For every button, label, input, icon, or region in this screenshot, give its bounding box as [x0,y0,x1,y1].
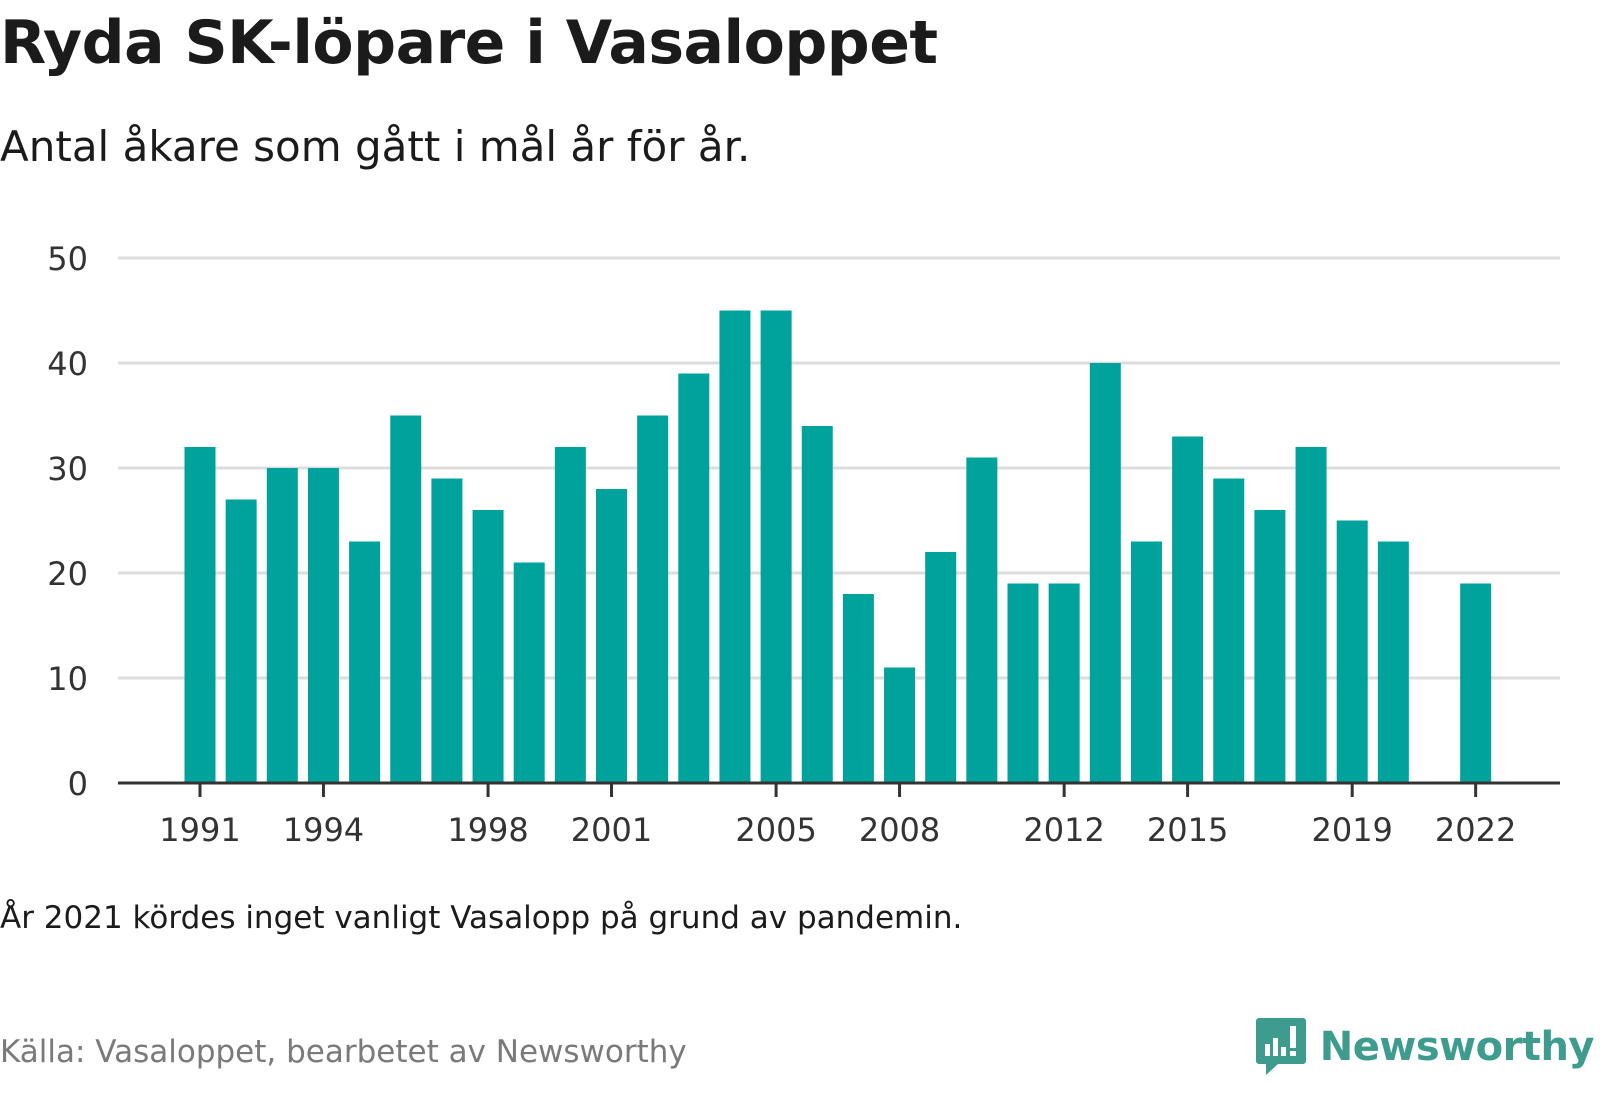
chart-subtitle: Antal åkare som gått i mål år för år. [0,122,751,171]
y-tick-label: 20 [47,555,88,593]
bar-2006 [801,426,833,783]
y-tick-label: 40 [47,345,88,383]
x-tick-label: 2012 [1023,811,1104,849]
x-tick-label: 1991 [159,811,240,849]
bar-2000 [554,447,586,783]
bar-1992 [225,499,257,783]
bars [184,310,1492,783]
bar-2014 [1130,541,1162,783]
y-tick-label: 50 [47,240,88,278]
bar-1995 [349,541,381,783]
bar-2022 [1460,583,1492,783]
bar-2019 [1336,520,1368,783]
x-tick-label: 2015 [1147,811,1228,849]
bar-2004 [719,310,751,783]
bar-1994 [307,468,339,783]
bar-1999 [513,562,545,783]
bar-2010 [966,457,998,783]
x-tick-label: 2001 [571,811,652,849]
x-axis-ticks: 1991 1994 1998 2001 2005 2008 2012 2015 2019 2022 [159,783,1516,849]
y-tick-label: 30 [47,450,88,488]
bar-2001 [596,489,627,783]
bar-2013 [1089,363,1121,783]
x-tick-label: 2008 [859,811,940,849]
bar-2020 [1377,541,1409,783]
brand-name: Newsworthy [1319,1024,1595,1070]
bar-2008 [884,667,916,783]
bar-2009 [925,552,957,783]
bar-2016 [1213,478,1245,783]
x-tick-label: 1994 [283,811,364,849]
bar-2003 [678,373,710,783]
y-tick-label: 0 [68,765,88,803]
x-tick-label: 2019 [1311,811,1392,849]
bar-1997 [431,478,463,783]
bar-2015 [1172,436,1204,783]
x-tick-label: 2005 [735,811,816,849]
bar-2007 [842,594,874,783]
chart-title: Ryda SK-löpare i Vasaloppet [0,8,938,78]
bar-2017 [1254,510,1286,783]
y-axis-ticks: 0 10 20 30 40 50 [47,240,88,803]
bar-2011 [1007,583,1039,783]
bar-1993 [266,468,298,783]
bar-1998 [472,510,504,783]
x-tick-label: 2022 [1435,811,1516,849]
bar-2005 [760,310,792,783]
bar-2002 [637,415,669,783]
bar-1996 [390,415,422,783]
bar-2018 [1295,447,1327,783]
footnote: År 2021 kördes inget vanligt Vasalopp på… [0,900,963,936]
newsworthy-logo-icon [1255,1018,1306,1075]
bar-2012 [1048,583,1080,783]
source-credit: Källa: Vasaloppet, bearbetet av Newswort… [0,1034,687,1070]
brand-logo[interactable]: Newsworthy [1255,1018,1595,1076]
bar-1991 [184,447,216,783]
bar-chart: 0 10 20 30 40 50 1991 1994 1998 2001 2005 2008 2012… [47,240,1560,849]
y-tick-label: 10 [47,660,88,698]
x-tick-label: 1998 [447,811,528,849]
